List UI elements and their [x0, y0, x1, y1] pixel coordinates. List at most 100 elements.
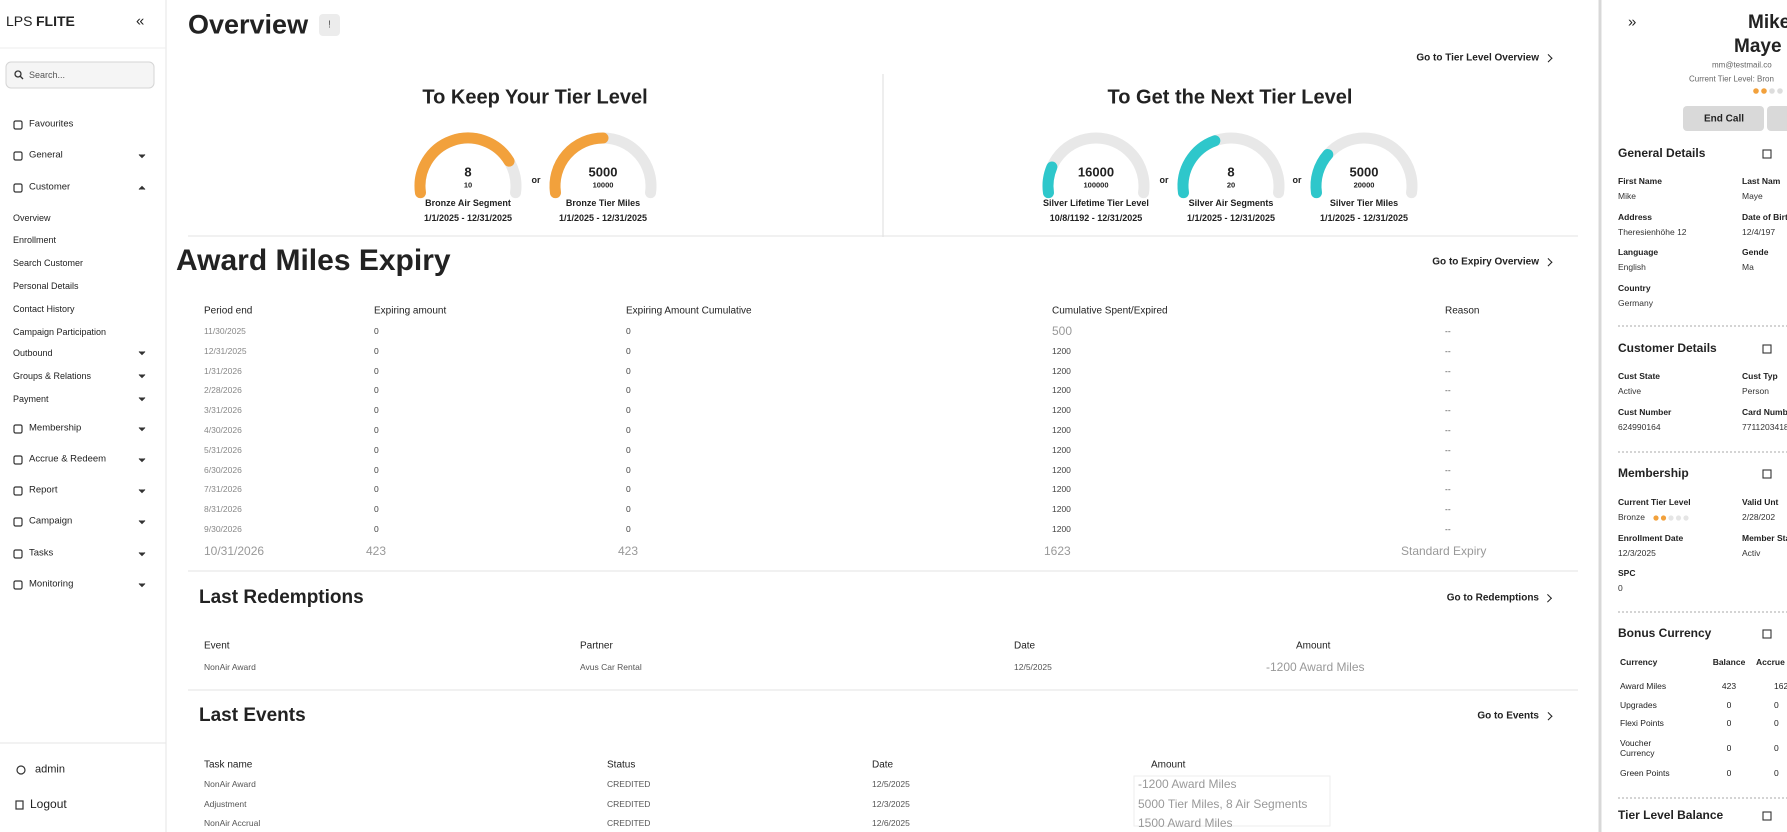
field-label: Cust Typ: [1742, 371, 1778, 382]
table-cell: 0: [626, 385, 631, 396]
menu-item[interactable]: Overview: [13, 212, 51, 223]
menu-item[interactable]: Tasks: [29, 547, 54, 559]
link[interactable]: Go to Tier Level Overview: [1416, 52, 1553, 64]
search-input[interactable]: Search...: [29, 69, 66, 80]
table-cell: 1200: [1052, 385, 1071, 396]
menu-item[interactable]: Campaign: [29, 515, 73, 527]
menu-item[interactable]: Monitoring: [29, 578, 74, 590]
tier-dot: [1769, 88, 1775, 94]
link[interactable]: Go to Redemptions: [1447, 592, 1553, 604]
logout-button[interactable]: Logout: [30, 797, 67, 812]
column-header: Date: [1014, 640, 1036, 652]
field-label: Address: [1618, 211, 1653, 222]
table-cell: 0: [374, 345, 379, 356]
table-cell: 1200: [1052, 405, 1071, 416]
table-cell: 162: [1774, 681, 1787, 692]
tier-dot: [1653, 515, 1659, 521]
field-value: 12/3/2025: [1618, 547, 1656, 558]
menu-icon: [13, 455, 23, 465]
tier-text: Current Tier Level: Bron: [1689, 74, 1774, 84]
field-value: Activ: [1742, 547, 1761, 558]
menu-item[interactable]: Customer: [29, 181, 71, 193]
field-value: 624990164: [1618, 421, 1661, 432]
table-cell: 0: [374, 504, 379, 515]
table-cell: 9/30/2026: [204, 524, 242, 535]
table-cell: --: [1445, 345, 1451, 356]
user-icon: [16, 765, 26, 775]
column-header: Period end: [204, 305, 253, 317]
table-cell: 12/31/2025: [204, 345, 247, 356]
table-cell: 2/28/2026: [204, 385, 242, 396]
gauge-period: 1/1/2025 - 12/31/2025: [423, 212, 513, 223]
table-cell: --: [1445, 504, 1451, 515]
menu-item[interactable]: Outbound: [13, 347, 53, 358]
table-cell: -1200 Award Miles: [1138, 777, 1237, 792]
table-cell: Standard Expiry: [1401, 544, 1487, 559]
customer-panel: » Mike Maye mm@testmail.co Current Tier Leve…: [1604, 0, 1787, 832]
table-cell: 1200: [1052, 464, 1071, 475]
table-cell: 0: [626, 524, 631, 535]
table-cell: --: [1445, 464, 1451, 475]
table-cell: NonAir Award: [204, 779, 256, 790]
table-cell: 10/31/2026: [204, 544, 265, 559]
table-cell: 6/30/2026: [204, 464, 242, 475]
gauge-label: Silver Tier Miles: [1329, 197, 1399, 208]
menu-item[interactable]: Groups & Relations: [13, 370, 92, 381]
or-label: or: [1292, 174, 1302, 185]
menu-item[interactable]: Payment: [13, 393, 49, 404]
table-cell: 1623: [1044, 544, 1071, 559]
table-cell: 0: [374, 444, 379, 455]
menu-icon: [13, 183, 23, 193]
table-cell: 0: [626, 365, 631, 376]
page-title: Overview: [188, 9, 309, 40]
section-title: To Get the Next Tier Level: [1107, 86, 1353, 109]
table-cell: 1200: [1052, 484, 1071, 495]
chevron: [138, 374, 146, 379]
gauge-label: Bronze Air Segment: [425, 197, 511, 208]
end-call-button[interactable]: End Call: [1704, 112, 1745, 124]
menu-item[interactable]: Enrollment: [13, 234, 57, 245]
field-label: Current Tier Level: [1618, 497, 1691, 508]
or-label: or: [1159, 174, 1169, 185]
chevron: [138, 489, 146, 494]
menu-item[interactable]: Contact History: [13, 303, 75, 314]
table-cell: 12/5/2025: [872, 779, 910, 790]
column-header: Amount: [1296, 640, 1331, 652]
table-cell: Adjustment: [204, 798, 247, 809]
link[interactable]: Go to Events: [1477, 710, 1553, 722]
gauge-period: 1/1/2025 - 12/31/2025: [558, 212, 648, 223]
table-cell: --: [1445, 405, 1451, 416]
table-cell: Upgrades: [1620, 700, 1657, 711]
menu-item[interactable]: Search Customer: [13, 257, 84, 268]
gauge-value: 16000: [1077, 164, 1115, 180]
column-header: Task name: [204, 759, 253, 771]
expand-button[interactable]: »: [1628, 13, 1637, 31]
field-label: Valid Unt: [1742, 497, 1779, 508]
table-cell: 0: [1726, 743, 1732, 754]
section-title: Last Events: [199, 705, 306, 727]
field-value: Person: [1742, 386, 1769, 397]
collapse-button[interactable]: «: [136, 12, 145, 30]
table-cell: 0: [1774, 700, 1779, 711]
table-cell: Award Miles: [1620, 681, 1667, 692]
menu-item[interactable]: Accrue & Redeem: [29, 453, 107, 465]
menu-item[interactable]: Favourites: [29, 118, 74, 130]
menu-item[interactable]: Report: [29, 484, 58, 496]
table-cell: 0: [626, 464, 631, 475]
column-header: Date: [872, 759, 894, 771]
menu-item[interactable]: Membership: [29, 422, 82, 434]
field-label: Gende: [1742, 247, 1769, 258]
table-cell: 7/31/2026: [204, 484, 242, 495]
section-title: Award Miles Expiry: [176, 243, 451, 277]
table-cell: 5/31/2026: [204, 444, 242, 455]
table-cell: 1200: [1052, 504, 1071, 515]
menu-item[interactable]: Campaign Participation: [13, 326, 107, 337]
menu-item[interactable]: General: [29, 149, 63, 161]
menu-item[interactable]: Personal Details: [13, 280, 79, 291]
gauge-label: Silver Air Segments: [1188, 197, 1274, 208]
link[interactable]: Go to Expiry Overview: [1432, 256, 1553, 268]
amount-popup: [1133, 775, 1331, 827]
field-label: Member Stat: [1742, 532, 1787, 543]
gauge-max: 100000: [1083, 180, 1109, 190]
